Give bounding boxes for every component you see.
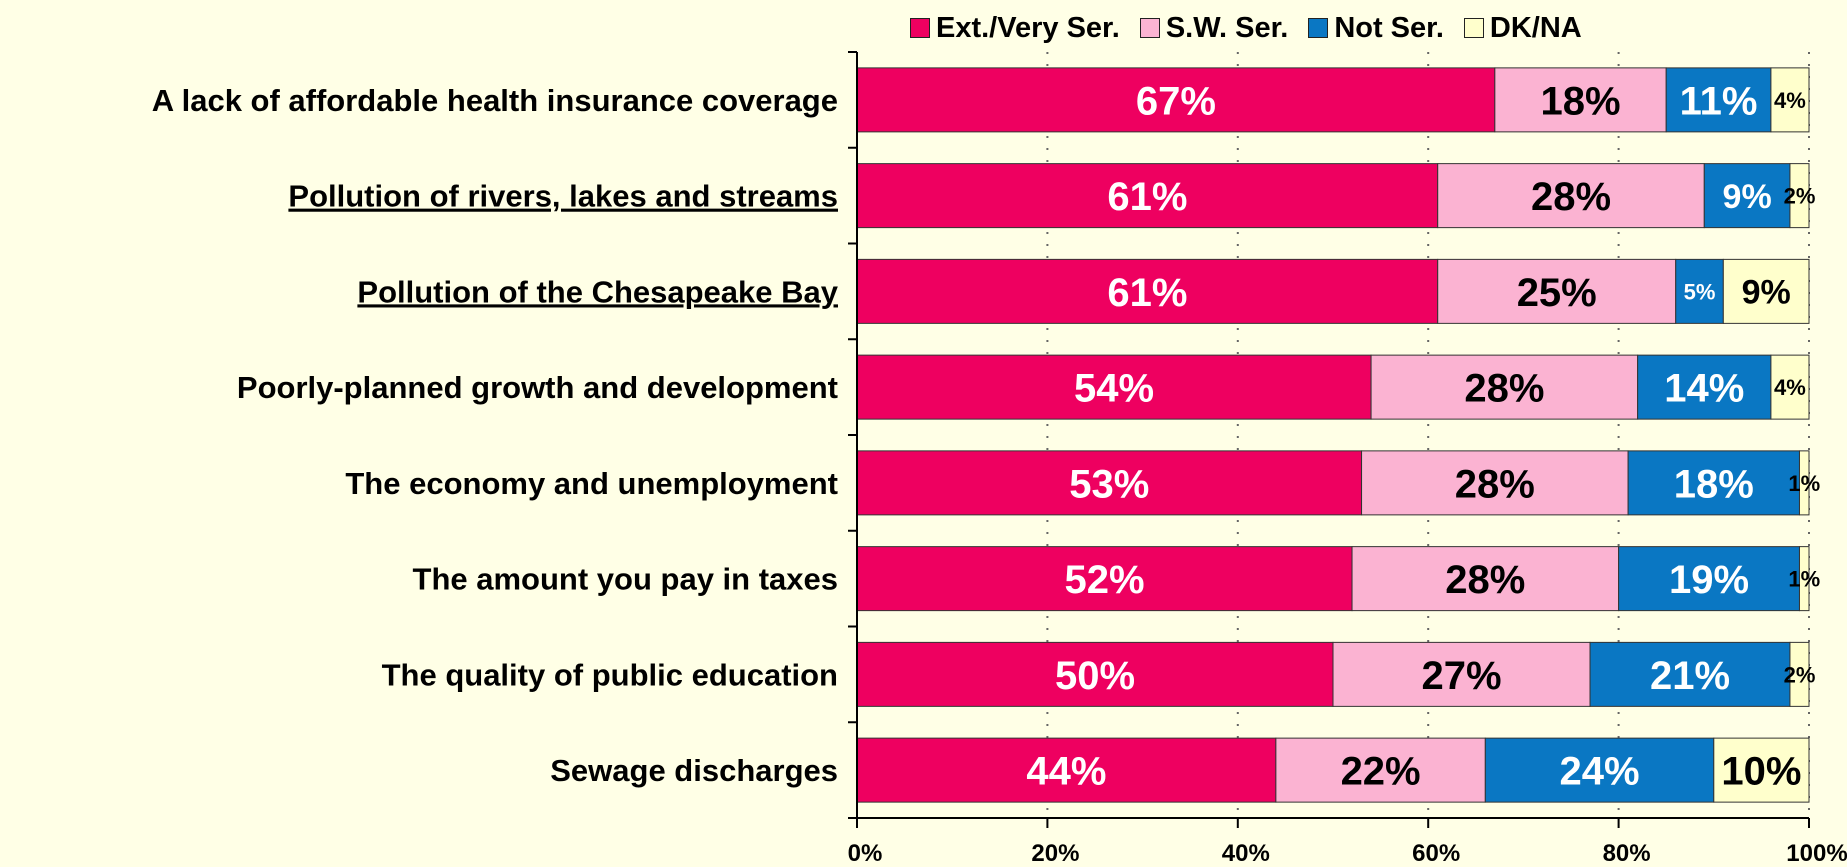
bar-value-label: 11% [1680, 79, 1758, 123]
bar-segment [1637, 354, 1772, 420]
category-label: The economy and unemployment [345, 466, 838, 501]
bar-value-label: 1% [1788, 567, 1820, 592]
bar-segment [1437, 163, 1705, 229]
bar-value-label: 67% [1136, 79, 1216, 123]
category-label: Pollution of the Chesapeake Bay [357, 274, 838, 309]
x-tick-label: 20% [1031, 840, 1079, 867]
bar-value-label: 44% [1026, 750, 1106, 794]
bar-segment [1627, 450, 1800, 516]
bar-value-label: 22% [1341, 750, 1421, 794]
bar-segment [1494, 67, 1667, 133]
bar-segment [1722, 258, 1810, 324]
legend-item-dk-na: DK/NA [1463, 11, 1582, 45]
bar-value-label: 28% [1531, 175, 1611, 219]
bar-segment [1798, 450, 1810, 516]
x-tick-label: 40% [1222, 840, 1270, 867]
legend-label-not-serious: Not Ser. [1334, 11, 1444, 44]
bar-value-label: 61% [1107, 175, 1187, 219]
bar-segment [856, 450, 1363, 516]
legend-swatch-ext-very-serious [910, 18, 930, 38]
bar-value-label: 19% [1669, 558, 1749, 602]
bar-segment [856, 67, 1496, 133]
bar-value-label: 53% [1069, 462, 1149, 506]
bar-segment [1275, 737, 1486, 803]
bar-value-label: 18% [1540, 79, 1620, 123]
bar-value-label: 28% [1455, 462, 1535, 506]
bar-segment [1361, 450, 1629, 516]
bar-value-label: 5% [1684, 279, 1716, 304]
x-tick-label: 0% [848, 840, 883, 867]
legend-item-somewhat-serious: S.W. Ser. [1139, 11, 1289, 45]
bar-segment [1484, 737, 1715, 803]
bar-value-label: 24% [1560, 750, 1640, 794]
bar-value-label: 25% [1517, 271, 1597, 315]
legend-item-not-serious: Not Ser. [1308, 12, 1444, 45]
bar-value-label: 4% [1774, 375, 1806, 400]
bar-segment [1713, 737, 1810, 803]
bar-segment [856, 546, 1353, 612]
legend-swatch-not-serious [1308, 18, 1329, 38]
bar-segment [1589, 641, 1791, 707]
legend-item-ext-very-serious: Ext./Very Ser. [910, 12, 1120, 45]
category-label: The quality of public education [382, 657, 838, 692]
x-tick-label: 60% [1412, 840, 1460, 867]
bar-value-label: 28% [1445, 558, 1525, 602]
bar-segment [1798, 546, 1810, 612]
bar-segment [856, 354, 1372, 420]
bar-value-label: 21% [1650, 654, 1730, 698]
category-label: Poorly-planned growth and development [237, 370, 838, 405]
category-label: The amount you pay in taxes [413, 562, 838, 597]
bar-value-label: 2% [1784, 184, 1816, 209]
bar-segment [1675, 258, 1724, 324]
bar-value-label: 2% [1784, 662, 1816, 687]
legend-label-ext-very-serious: Ext./Very Ser. [936, 11, 1120, 44]
bar-segment [1351, 546, 1620, 612]
category-label: Pollution of rivers, lakes and streams [288, 179, 838, 214]
bar-value-label: 1% [1788, 471, 1820, 496]
x-tick-label: 100% [1786, 840, 1847, 867]
bar-value-label: 18% [1674, 462, 1754, 506]
bar-segment [856, 258, 1439, 324]
bar-segment [1770, 67, 1810, 133]
bar-segment [1703, 163, 1791, 229]
bar-segment [856, 641, 1334, 707]
bar-segment [1370, 354, 1639, 420]
bar-segment [1437, 258, 1677, 324]
bar-value-label: 9% [1742, 274, 1791, 312]
bar-value-label: 61% [1107, 271, 1187, 315]
bar-value-label: 28% [1464, 367, 1544, 411]
x-tick-label: 80% [1603, 840, 1651, 867]
bar-segment [1618, 546, 1800, 612]
bar-segment [1665, 67, 1772, 133]
category-label: Sewage discharges [550, 753, 838, 788]
bar-value-label: 9% [1723, 178, 1772, 216]
bar-segment [1770, 354, 1810, 420]
bar-value-label: 52% [1064, 558, 1144, 602]
bar-value-label: 14% [1664, 367, 1744, 411]
bar-segment [1789, 641, 1810, 707]
legend-label-dk-na: DK/NA [1489, 11, 1582, 44]
bar-value-label: 27% [1421, 654, 1501, 698]
legend-swatch-dk-na [1463, 18, 1484, 38]
bar-value-label: 50% [1055, 654, 1135, 698]
bar-value-label: 54% [1074, 367, 1154, 411]
bar-segment [1789, 163, 1810, 229]
legend-swatch-somewhat-serious [1139, 18, 1160, 38]
legend: Ext./Very Ser. S.W. Ser. Not Ser. DK/NA [910, 8, 1602, 48]
bar-value-label: 4% [1774, 88, 1806, 113]
bar-value-label: 10% [1721, 750, 1801, 794]
category-label: A lack of affordable health insurance co… [152, 83, 838, 118]
legend-label-somewhat-serious: S.W. Ser. [1165, 11, 1289, 44]
